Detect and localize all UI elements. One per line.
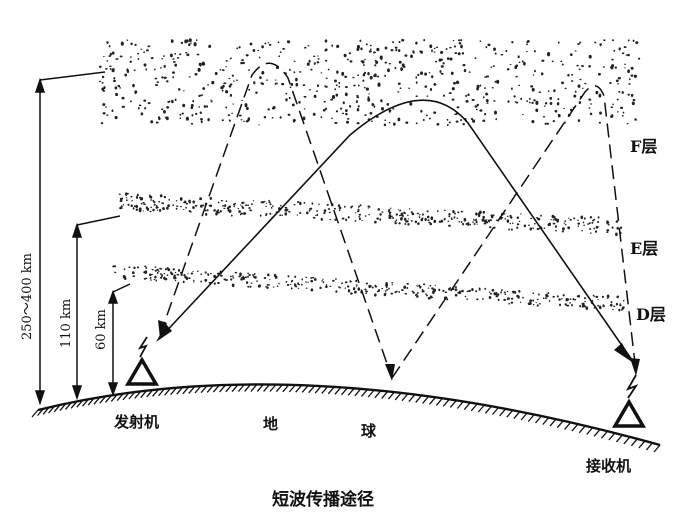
d-altitude-label: 60 km xyxy=(94,309,109,350)
receiver-antenna-icon xyxy=(611,374,647,428)
diagram-caption: 短波传播途径 xyxy=(272,489,374,510)
f-altitude-label: 250～400 km xyxy=(20,253,35,340)
altitude-markers xyxy=(34,71,131,406)
f-layer-dots xyxy=(98,38,641,127)
receiver-arrowhead xyxy=(614,343,632,362)
f-layer-label: F层 xyxy=(630,137,657,156)
dashed-multihop-paths xyxy=(159,62,637,379)
e-layer-dots xyxy=(118,192,623,237)
e-altitude-marker xyxy=(71,215,121,401)
solid-skywave-path xyxy=(156,99,633,362)
d-altitude-marker xyxy=(107,283,131,397)
transmitter-antenna-icon xyxy=(124,336,160,386)
d-layer-label: D层 xyxy=(636,305,666,324)
receiver-label: 接收机 xyxy=(586,457,631,475)
earth-label-left: 地 xyxy=(263,415,278,433)
earth-surface xyxy=(31,383,661,453)
transmitter-label: 发射机 xyxy=(113,413,159,431)
e-layer-label: E层 xyxy=(630,239,658,258)
earth-label-right: 球 xyxy=(361,422,377,440)
e-altitude-label: 110 km xyxy=(59,299,74,348)
f-altitude-marker xyxy=(34,71,106,406)
dashed-path-arrowheads xyxy=(158,320,640,381)
earth-hatching xyxy=(31,383,661,453)
d-layer-dots xyxy=(112,265,625,312)
